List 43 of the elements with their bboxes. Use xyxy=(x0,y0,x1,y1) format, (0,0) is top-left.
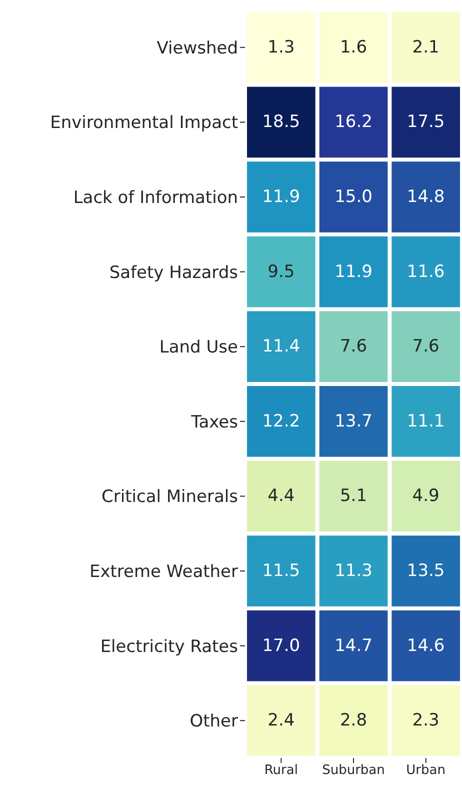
data-label: 14.8 xyxy=(406,187,445,207)
data-label: 11.3 xyxy=(334,561,372,581)
data-label: 11.9 xyxy=(262,187,300,207)
data-label: 14.7 xyxy=(334,636,372,656)
data-label: 17.5 xyxy=(406,112,445,132)
data-label: 2.4 xyxy=(268,710,295,731)
y-tick-label: Safety Hazards xyxy=(109,262,238,283)
x-tick-label: Rural xyxy=(264,763,298,778)
data-label: 2.3 xyxy=(412,710,440,731)
data-label: 11.9 xyxy=(334,262,372,282)
y-tick-label: Viewshed xyxy=(156,38,238,58)
y-tick-label: Environmental Impact xyxy=(50,113,238,134)
data-label: 16.2 xyxy=(334,112,372,132)
data-label: 11.6 xyxy=(406,262,445,282)
data-label: 2.1 xyxy=(412,37,440,58)
data-label: 7.6 xyxy=(340,336,368,357)
y-tick-label: Electricity Rates xyxy=(100,636,238,657)
data-label: 5.1 xyxy=(340,486,368,506)
data-label: 12.2 xyxy=(262,411,300,432)
data-label: 11.1 xyxy=(406,411,445,432)
data-label: 4.4 xyxy=(268,486,295,506)
data-label: 1.3 xyxy=(268,37,295,58)
x-tick-label: Suburban xyxy=(322,763,385,778)
y-tick-label: Critical Minerals xyxy=(102,487,238,508)
x-tick-label: Urban xyxy=(406,763,446,778)
data-label: 4.9 xyxy=(412,486,440,506)
data-label: 7.6 xyxy=(412,336,440,357)
data-label: 13.7 xyxy=(334,411,372,432)
data-label: 11.4 xyxy=(262,336,300,357)
y-tick-label: Taxes xyxy=(190,412,238,432)
y-tick-label: Land Use xyxy=(159,338,238,358)
data-label: 18.5 xyxy=(262,112,300,132)
data-label: 9.5 xyxy=(268,262,295,282)
y-tick-label: Lack of Information xyxy=(73,188,238,208)
data-label: 13.5 xyxy=(406,561,445,581)
data-label: 15.0 xyxy=(334,187,372,207)
data-label: 1.6 xyxy=(340,37,368,58)
y-tick-label: Other xyxy=(190,712,238,732)
data-label: 2.8 xyxy=(340,710,368,731)
y-tick-label: Extreme Weather xyxy=(89,562,238,582)
data-label: 14.6 xyxy=(406,636,445,656)
data-label: 17.0 xyxy=(262,636,300,656)
data-label: 11.5 xyxy=(262,561,300,581)
